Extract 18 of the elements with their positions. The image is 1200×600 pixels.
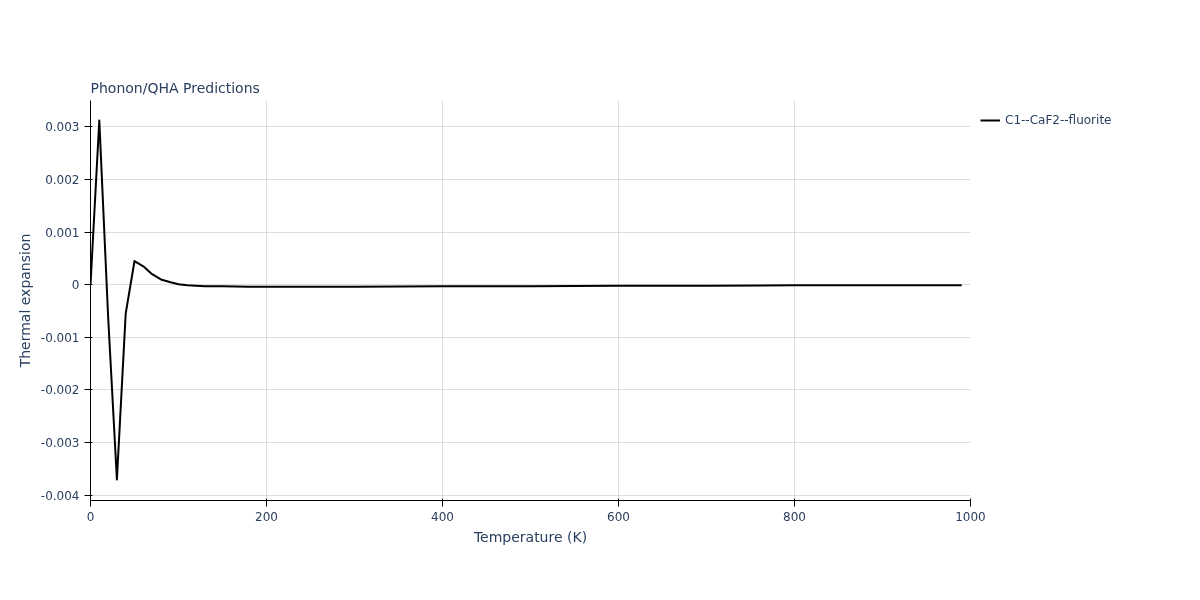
y-tick-label: -0.003	[40, 436, 80, 451]
x-tick-label: 800	[783, 509, 806, 524]
y-tick-label: 0.003	[45, 120, 80, 135]
y-tick-label: 0.001	[45, 225, 80, 240]
x-tick-label: 200	[255, 509, 278, 524]
x-tick-label: 0	[86, 509, 95, 524]
x-axis-title: Temperature (K)	[472, 528, 588, 545]
y-axis-title: Thermal expansion	[16, 233, 33, 369]
y-tick-label: 0.002	[45, 172, 80, 187]
legend-label: C1--CaF2--fluorite	[1005, 113, 1112, 127]
x-tick-label: 600	[607, 509, 630, 524]
y-tick-label: 0	[71, 278, 80, 293]
y-tick-label: -0.002	[40, 383, 80, 398]
x-tick-label: 400	[431, 509, 454, 524]
y-tick-label: -0.001	[40, 330, 80, 345]
x-tick-label: 1000	[955, 509, 986, 524]
chart-title: Phonon/QHA Predictions	[90, 79, 260, 96]
y-tick-label: -0.004	[40, 488, 80, 503]
